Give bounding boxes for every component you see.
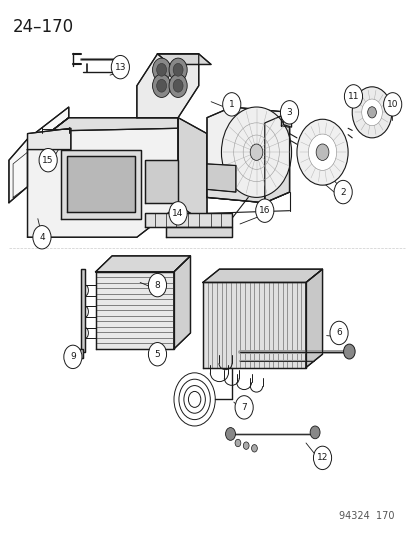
Text: 8: 8 — [154, 280, 160, 289]
Circle shape — [152, 74, 170, 98]
Circle shape — [235, 439, 240, 447]
Polygon shape — [173, 256, 190, 349]
Polygon shape — [202, 269, 322, 282]
Text: 14: 14 — [172, 209, 183, 218]
Text: 13: 13 — [114, 63, 126, 71]
Circle shape — [351, 87, 391, 138]
Circle shape — [64, 345, 82, 368]
Polygon shape — [206, 107, 289, 203]
Polygon shape — [206, 181, 264, 203]
Text: 24–170: 24–170 — [13, 18, 74, 36]
Circle shape — [221, 107, 291, 197]
Circle shape — [156, 79, 166, 92]
Circle shape — [148, 273, 166, 297]
Text: 12: 12 — [316, 454, 328, 463]
Circle shape — [255, 199, 273, 222]
Circle shape — [169, 74, 187, 98]
Polygon shape — [305, 269, 322, 368]
Polygon shape — [66, 156, 135, 212]
Circle shape — [344, 85, 362, 108]
Circle shape — [308, 134, 336, 171]
Polygon shape — [206, 164, 235, 192]
Circle shape — [329, 321, 347, 345]
Circle shape — [313, 446, 331, 470]
Circle shape — [361, 99, 382, 126]
Polygon shape — [137, 54, 198, 118]
Circle shape — [296, 119, 347, 185]
Polygon shape — [27, 118, 178, 150]
Circle shape — [173, 63, 183, 76]
Circle shape — [152, 58, 170, 82]
Circle shape — [148, 343, 166, 366]
Circle shape — [367, 107, 375, 118]
Polygon shape — [178, 118, 206, 224]
Circle shape — [343, 344, 354, 359]
Circle shape — [111, 55, 129, 79]
Text: 7: 7 — [241, 403, 247, 412]
Text: 5: 5 — [154, 350, 160, 359]
Circle shape — [383, 93, 401, 116]
Polygon shape — [95, 272, 173, 349]
Circle shape — [235, 395, 253, 419]
Circle shape — [33, 225, 51, 249]
Polygon shape — [81, 269, 85, 352]
Polygon shape — [202, 282, 305, 368]
Text: 1: 1 — [228, 100, 234, 109]
Circle shape — [169, 58, 187, 82]
Text: 16: 16 — [259, 206, 270, 215]
Polygon shape — [145, 213, 231, 227]
Circle shape — [309, 426, 319, 439]
Circle shape — [316, 144, 328, 160]
Text: 11: 11 — [347, 92, 358, 101]
Circle shape — [333, 180, 351, 204]
Text: 9: 9 — [70, 352, 76, 361]
Circle shape — [222, 93, 240, 116]
Polygon shape — [282, 118, 291, 127]
Polygon shape — [71, 349, 83, 358]
Polygon shape — [145, 160, 178, 203]
Circle shape — [243, 442, 249, 449]
Text: 94324  170: 94324 170 — [338, 511, 394, 521]
Text: 4: 4 — [39, 233, 45, 242]
Text: 10: 10 — [386, 100, 397, 109]
Polygon shape — [95, 256, 190, 272]
Polygon shape — [157, 54, 211, 64]
Text: 2: 2 — [339, 188, 345, 197]
Circle shape — [251, 445, 257, 452]
Circle shape — [169, 201, 187, 225]
Circle shape — [39, 149, 57, 172]
Polygon shape — [27, 128, 71, 150]
Text: 3: 3 — [286, 108, 292, 117]
Polygon shape — [9, 107, 69, 203]
Polygon shape — [264, 112, 289, 203]
Circle shape — [156, 63, 166, 76]
Circle shape — [280, 101, 298, 124]
Circle shape — [173, 79, 183, 92]
Text: 6: 6 — [335, 328, 341, 337]
Polygon shape — [60, 150, 141, 219]
Polygon shape — [165, 227, 231, 237]
Circle shape — [225, 427, 235, 440]
Polygon shape — [27, 118, 178, 237]
Text: 15: 15 — [42, 156, 54, 165]
Circle shape — [249, 144, 262, 160]
